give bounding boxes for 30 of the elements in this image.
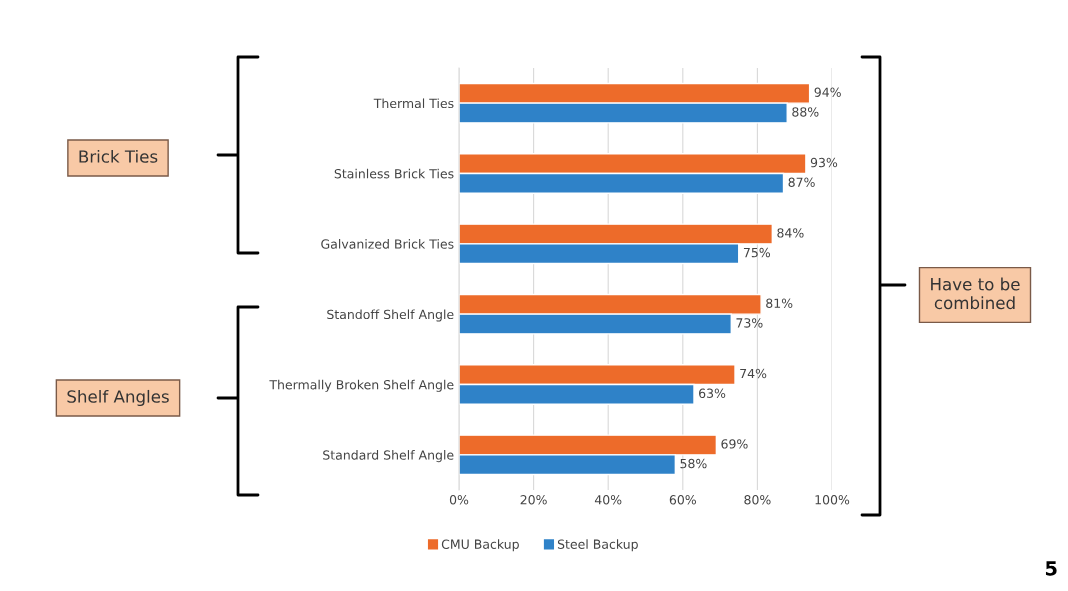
data-label: 84% <box>777 228 804 238</box>
y-tick-label: Thermally Broken Shelf Angle <box>269 379 454 392</box>
text: Brick Ties <box>79 149 158 163</box>
data-label: 69% <box>721 439 748 449</box>
x-tick-label: 80% <box>744 495 771 505</box>
text: Have to be combined <box>931 277 1020 310</box>
x-tick-label: 0% <box>449 495 469 505</box>
data-label: 63% <box>699 388 726 398</box>
text: Shelf Angles <box>67 389 169 407</box>
x-tick-label: 60% <box>669 495 696 505</box>
y-tick-label: Thermal Ties <box>373 98 454 109</box>
y-tick-label: Galvanized Brick Ties <box>321 239 454 249</box>
y-tick-label: Standoff Shelf Angle <box>327 309 454 322</box>
text: 5 <box>1045 561 1057 576</box>
data-label: 87% <box>788 177 815 187</box>
legend-label: Steel Backup <box>557 539 638 552</box>
y-tick-label: Stainless Brick Ties <box>334 168 454 179</box>
data-label: 94% <box>814 87 841 97</box>
data-label: 88% <box>792 107 819 117</box>
x-tick-label: 40% <box>594 495 622 505</box>
legend-label: CMU Backup <box>441 539 519 552</box>
data-label: 74% <box>740 368 767 379</box>
data-label: 58% <box>680 458 707 469</box>
data-label: 81% <box>766 298 793 308</box>
x-tick-label: 100% <box>815 495 850 505</box>
y-tick-label: Standard Shelf Angle <box>323 450 454 463</box>
data-label: 75% <box>743 247 771 258</box>
data-label: 73% <box>736 318 763 328</box>
x-tick-label: 20% <box>520 495 547 505</box>
data-label: 93% <box>810 157 838 168</box>
